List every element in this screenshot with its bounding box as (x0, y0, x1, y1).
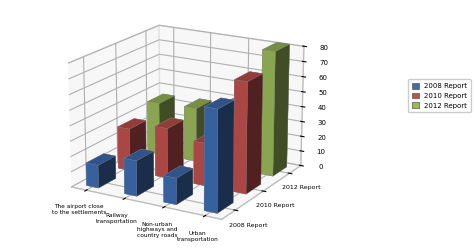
Legend: 2008 Report, 2010 Report, 2012 Report: 2008 Report, 2010 Report, 2012 Report (408, 79, 471, 112)
